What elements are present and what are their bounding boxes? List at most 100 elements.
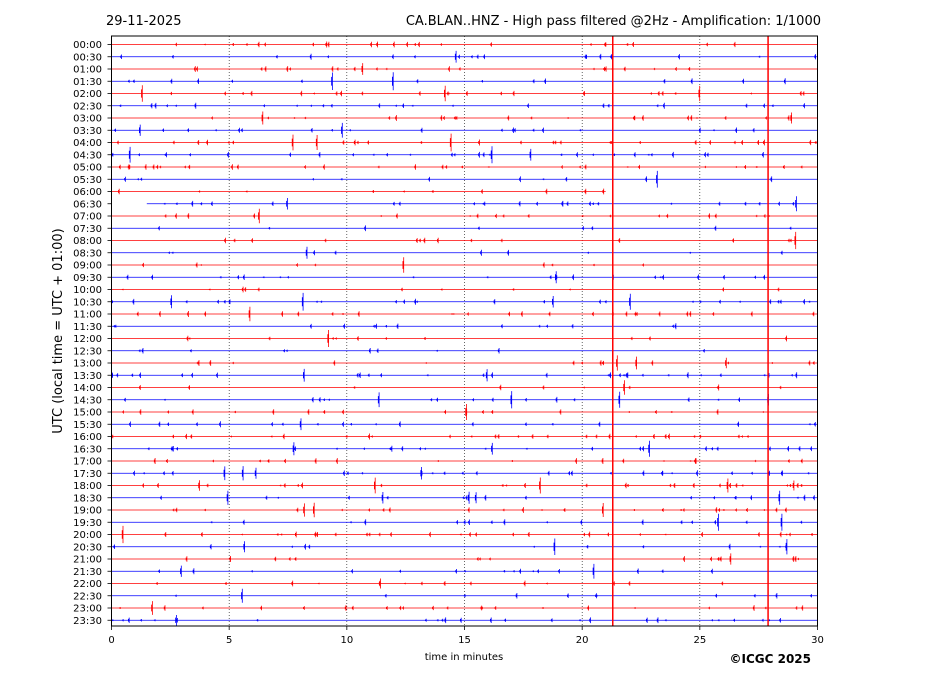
x-tick-label-0: 0 [108,635,114,646]
row-label-18:00: 18:00 [73,481,102,492]
trace-row-00:30 [111,50,818,63]
row-label-17:30: 17:30 [73,469,102,480]
row-label-06:30: 06:30 [73,199,102,210]
trace-events [133,466,810,481]
trace-row-01:00 [111,63,818,75]
trace-row-15:30 [111,418,818,431]
trace-events [211,111,792,125]
row-label-05:00: 05:00 [73,163,102,174]
trace-events [175,41,736,48]
row-label-19:30: 19:30 [73,518,102,529]
row-label-09:30: 09:30 [73,273,102,284]
row-label-12:00: 12:00 [73,334,102,345]
row-label-16:00: 16:00 [73,432,102,443]
trace-events [119,601,804,615]
row-label-22:30: 22:30 [73,591,102,602]
trace-events [160,490,815,505]
trace-row-20:00 [111,525,818,544]
trace-row-07:30 [111,225,818,232]
trace-row-14:00 [111,380,818,395]
trace-events [129,418,816,431]
trace-row-06:00 [111,188,606,195]
trace-events [163,196,797,212]
x-tick-label-20: 20 [576,635,589,646]
row-label-09:00: 09:00 [73,261,102,272]
trace-row-01:30 [111,72,818,91]
row-label-10:00: 10:00 [73,285,102,296]
trace-row-19:30 [111,513,818,531]
trace-events [147,440,812,457]
row-label-22:00: 22:00 [73,579,102,590]
trace-row-13:00 [111,355,818,371]
trace-events [138,348,705,354]
trace-events [121,525,813,544]
y-axis-label: UTC (local time = UTC + 01:00) [51,228,66,433]
trace-events [172,502,787,518]
trace-row-21:00 [111,553,818,565]
trace-row-20:30 [111,538,818,555]
trace-events [168,246,783,259]
row-label-13:00: 13:00 [73,359,102,370]
trace-events [114,122,755,138]
trace-row-03:30 [111,122,818,138]
trace-row-08:00 [111,231,818,250]
row-label-23:00: 23:00 [73,604,102,615]
header-date: 29-11-2025 [106,14,182,29]
trace-events [158,563,713,579]
copyright-notice: ©ICGC 2025 [729,652,811,666]
x-axis-label: time in minutes [425,652,504,663]
row-label-11:30: 11:30 [73,322,102,333]
row-label-15:00: 15:00 [73,408,102,419]
trace-row-06:30 [146,196,818,212]
trace-row-12:30 [111,348,818,354]
row-label-02:30: 02:30 [73,101,102,112]
x-tick-label-30: 30 [811,635,824,646]
trace-row-09:30 [111,271,818,284]
row-label-15:30: 15:30 [73,420,102,431]
x-tick-label-15: 15 [458,635,471,646]
trace-events [124,391,769,409]
row-label-04:30: 04:30 [73,150,102,161]
x-tick-label-10: 10 [340,635,353,646]
row-label-00:30: 00:30 [73,52,102,63]
trace-events [113,538,788,555]
row-label-08:00: 08:00 [73,236,102,247]
trace-events [124,170,773,188]
trace-events [122,404,764,420]
trace-rows [111,41,818,626]
trace-events [141,85,805,102]
grid-lines [228,36,701,626]
trace-row-17:30 [111,466,818,481]
row-label-18:30: 18:30 [73,493,102,504]
trace-events [194,63,691,75]
trace-row-22:30 [111,588,818,603]
trace-row-18:00 [111,477,818,494]
trace-row-23:00 [111,601,818,615]
trace-row-12:00 [111,330,818,347]
trace-events [111,368,798,382]
trace-events [142,477,803,494]
trace-row-11:00 [111,306,818,322]
row-label-21:00: 21:00 [73,555,102,566]
trace-events [210,513,803,531]
trace-events [185,553,799,565]
trace-events [120,50,816,63]
x-tick-label-25: 25 [693,635,706,646]
row-label-02:00: 02:00 [73,89,102,100]
row-label-01:00: 01:00 [73,65,102,76]
trace-events [121,286,780,293]
trace-events [224,231,797,250]
trace-row-11:30 [111,323,818,330]
trace-events [158,225,792,232]
trace-row-14:30 [111,391,818,409]
trace-row-16:30 [111,440,818,457]
row-label-23:30: 23:30 [73,616,102,627]
trace-row-09:00 [111,257,818,273]
trace-row-03:00 [111,111,818,125]
trace-row-04:00 [111,133,818,152]
trace-events [196,355,815,371]
trace-events [117,133,817,152]
trace-events [111,615,781,626]
trace-row-04:30 [111,146,818,164]
vertical-markers [612,36,769,626]
